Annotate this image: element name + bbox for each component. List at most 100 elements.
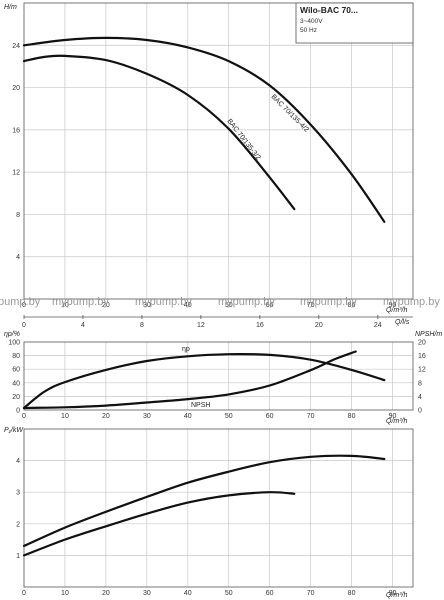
power-panel: P₁/kW 1 2 3 4 0 10 20 30 40 50 60 70 80 90 Q/m³/h: [4, 427, 414, 599]
power-curve-1: [22, 454, 386, 547]
watermark-text: mypump.by: [52, 296, 109, 308]
x-tick-label: 10: [61, 413, 69, 420]
power-y-axis-label: P₁/kW: [4, 427, 24, 434]
flow-ls-ticks: 0 4 8 12 16 20 24: [22, 315, 382, 329]
y-tick-label: 4: [16, 254, 20, 261]
head-grid: [24, 3, 413, 299]
x-tick-label: 60: [266, 302, 274, 309]
efficiency-x-ticks: 0 10 20 30 40 50 60 70 80 90: [22, 413, 396, 420]
efficiency-curve: [22, 352, 386, 410]
x-tick-label: 30: [143, 590, 151, 597]
head-plot-frame: [23, 2, 414, 300]
ls-tick-label: 20: [315, 322, 323, 329]
x-tick-label: 70: [307, 302, 315, 309]
power-curves: [22, 454, 386, 557]
y-tick-label: 80: [12, 353, 20, 360]
power-x-axis-label: Q/m³/h: [386, 592, 407, 599]
head-curves: [22, 36, 386, 223]
x-tick-label: 70: [307, 590, 315, 597]
y-tick-label: 100: [8, 340, 20, 347]
head-info-box: Wilo-BAC 70... 3~400V 50 Hz: [295, 2, 414, 44]
npsh-tick-label: 0: [418, 408, 422, 415]
y-tick-label: 12: [12, 170, 20, 177]
x-tick-label: 80: [348, 590, 356, 597]
npsh-y-ticks: 0 4 8 12 16 20: [418, 340, 426, 415]
power-curve-2: [22, 491, 296, 557]
y-tick-label: 8: [16, 212, 20, 219]
watermark-text: mypump.by: [383, 296, 440, 308]
info-voltage: 3~400V: [300, 18, 323, 25]
x-tick-label: 10: [61, 302, 69, 309]
watermark-text: mypump.by: [218, 296, 275, 308]
watermark-text: pump.by: [0, 296, 41, 308]
ls-tick-label: 4: [81, 322, 85, 329]
x-tick-label: 0: [22, 413, 26, 420]
y-tick-label: 3: [16, 490, 20, 497]
npsh-tick-label: 12: [418, 367, 426, 374]
npsh-curve: [22, 350, 357, 410]
y-tick-label: 16: [12, 127, 20, 134]
efficiency-y-ticks: 0 20 40 60 80 100: [8, 340, 20, 415]
ls-tick-label: 8: [140, 322, 144, 329]
y-tick-label: 4: [16, 458, 20, 465]
npsh-tick-label: 16: [418, 353, 426, 360]
efficiency-npsh-panel: ηp/% NPSH/m 0 20 40 60 80 100 0 4 8 12 16 20 0 10 20…: [4, 331, 442, 425]
x-tick-label: 20: [102, 413, 110, 420]
series-label-bac-70-135-3-2: BAC 70/135-3/2: [225, 118, 261, 162]
series-label-efficiency: ηp: [182, 346, 190, 353]
npsh-tick-label: 20: [418, 340, 426, 347]
x-tick-label: 40: [184, 590, 192, 597]
x-tick-label: 80: [348, 413, 356, 420]
x-tick-label: 60: [266, 413, 274, 420]
x-tick-label: 0: [22, 302, 26, 309]
efficiency-x-axis-label: Q/m³/h: [386, 418, 407, 425]
x-tick-label: 0: [22, 590, 26, 597]
npsh-tick-label: 4: [418, 394, 422, 401]
efficiency-plot-frame: [23, 341, 414, 411]
x-tick-label: 50: [225, 302, 233, 309]
head-x-ticks-m3h: 0 10 20 30 40 50 60 70 80 90: [22, 302, 396, 309]
head-y-ticks: 4 8 12 16 20 24: [12, 43, 20, 261]
head-y-axis-label: H/m: [4, 4, 17, 11]
series-label-npsh: NPSH: [191, 402, 210, 409]
x-tick-label: 40: [184, 302, 192, 309]
watermark-row: pump.by mypump.by mypump.by mypump.by mypump…: [0, 296, 440, 308]
y-tick-label: 2: [16, 521, 20, 528]
info-title: Wilo-BAC 70...: [300, 5, 358, 15]
head-x-axis-label-m3h: Q/m³/h: [386, 307, 407, 314]
head-panel: Wilo-BAC 70... 3~400V 50 Hz H/m 4 8 12 16 20…: [4, 2, 414, 314]
y-tick-label: 20: [12, 394, 20, 401]
x-tick-label: 40: [184, 413, 192, 420]
power-x-ticks: 0 10 20 30 40 50 60 70 80 90: [22, 590, 396, 597]
x-tick-label: 90: [389, 302, 397, 309]
x-tick-label: 90: [389, 413, 397, 420]
flow-ls-axis: 0 4 8 12 16 20 24 Q/l/s: [22, 315, 413, 329]
efficiency-y-axis-label: ηp/%: [4, 331, 20, 338]
y-tick-label: 20: [12, 85, 20, 92]
x-tick-label: 30: [143, 302, 151, 309]
watermark-text: mypump.by: [135, 296, 192, 308]
y-tick-label: 1: [16, 553, 20, 560]
x-tick-label: 50: [225, 590, 233, 597]
x-tick-label: 90: [389, 590, 397, 597]
npsh-tick-label: 8: [418, 380, 422, 387]
flow-ls-axis-label: Q/l/s: [395, 319, 410, 326]
x-tick-label: 50: [225, 413, 233, 420]
ls-tick-label: 24: [374, 322, 382, 329]
x-tick-label: 60: [266, 590, 274, 597]
npsh-y-axis-label: NPSH/m: [415, 331, 442, 338]
ls-tick-label: 16: [256, 322, 264, 329]
watermark-text: mypump.by: [300, 296, 357, 308]
power-y-ticks: 1 2 3 4: [16, 458, 20, 560]
x-tick-label: 70: [307, 413, 315, 420]
y-tick-label: 40: [12, 380, 20, 387]
y-tick-label: 0: [16, 408, 20, 415]
ls-tick-label: 12: [197, 322, 205, 329]
x-tick-label: 30: [143, 413, 151, 420]
series-label-bac-70-135-4-2: BAC 70/135-4/2: [270, 93, 310, 133]
efficiency-npsh-curves: [22, 350, 386, 410]
y-tick-label: 60: [12, 367, 20, 374]
power-grid: [24, 429, 413, 587]
head-curve-1: [22, 36, 386, 223]
